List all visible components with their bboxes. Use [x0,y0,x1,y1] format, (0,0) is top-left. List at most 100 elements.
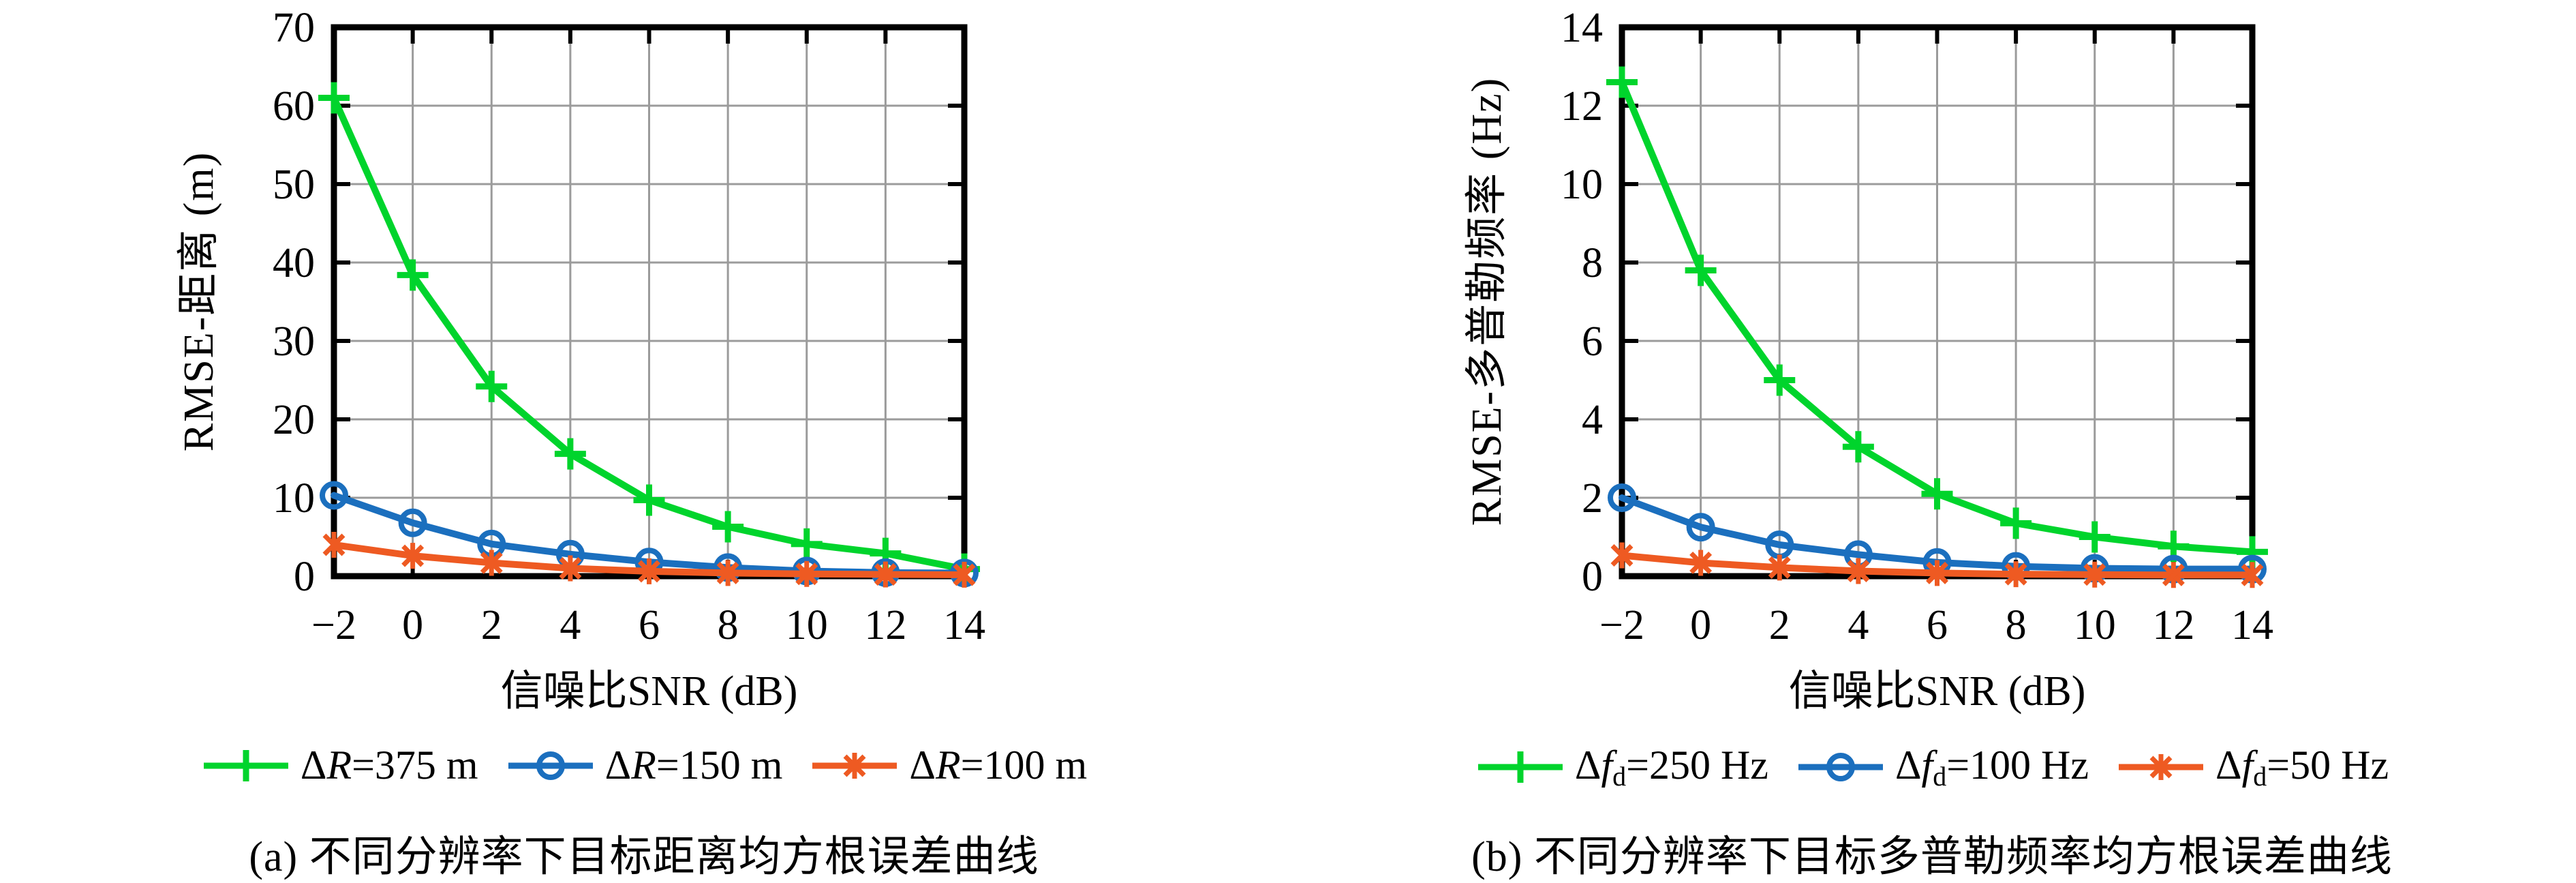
x-tick-label: 8 [2006,602,2027,648]
x-tick-label: 0 [402,602,423,648]
legend-a: ΔR=375 m ΔR=150 m ΔR=100 m [41,742,1247,789]
plus-marker [712,511,744,543]
circle-marker-shape [1826,753,1855,781]
y-tick-label: 14 [1561,5,1603,51]
legend-item: ΔR=375 m [201,742,478,789]
plus-marker [633,484,665,516]
gridlines [334,27,964,576]
asterisk-marker [1768,554,1791,581]
y-tick-label: 0 [1582,554,1603,600]
plus-marker [791,528,823,560]
series-asterisk [1610,542,2264,588]
y-axis-title-a: RMSE-距离 (m) [176,151,222,452]
y-tick-label: 2 [1582,475,1603,522]
asterisk-marker [795,560,818,587]
legend-label: ΔR=100 m [909,743,1088,788]
asterisk-marker [401,543,425,569]
x-tick-label: 2 [481,602,502,648]
plus-marker [230,749,262,781]
series-plus [1606,66,2268,568]
series-plus [318,82,980,585]
asterisk-marker [2149,754,2173,780]
circle-marker [1686,513,1715,542]
panel-b: −2 0 2 4 6 8 10 12 14 0 2 4 6 8 10 12 14 RMSE-多普勒频率 (Hz)… [1288,0,2576,881]
plus-marker [1842,431,1874,463]
line [322,533,346,556]
line [2004,563,2027,586]
line [953,563,976,586]
panel-a: −2 0 2 4 6 8 10 12 14 0 10 20 30 40 50 60 70 RMSE-距离 (m)… [0,0,1288,881]
x-axis-title-b: 信噪比SNR (dB) [1788,668,2086,715]
legend-label: Δfd=100 Hz [1895,743,2089,792]
asterisk-marker [843,752,866,779]
x-tick-label: 14 [943,602,985,648]
circle-marker [1826,753,1855,781]
line [843,754,866,777]
asterisk-marker [2083,561,2106,588]
circle-marker-shape [320,481,348,510]
y-tick-label: 40 [273,240,315,286]
x-tick-label: 12 [2152,602,2194,648]
x-tick-label: 8 [718,602,739,648]
caption-b: (b) 不同分辨率下目标多普勒频率均方根误差曲线 [1471,834,2393,880]
series-asterisk [322,532,976,588]
y-tick-label: 12 [1561,83,1603,130]
plus-marker [1685,254,1717,286]
x-tick-label: 4 [559,602,581,648]
line [1689,551,1713,574]
x-tick-label: 12 [864,602,906,648]
x-tick-label: −2 [311,602,356,648]
plus-marker [1921,478,1953,510]
legend-item: Δfd=100 Hz [1796,742,2089,792]
line [638,560,660,583]
plus-marker [1764,364,1796,396]
legend-item: ΔR=100 m [810,742,1087,789]
circle-marker [536,751,565,780]
asterisk-marker [1689,550,1713,576]
y-tick-label: 50 [273,162,315,208]
x-tick-label: 0 [1690,602,1711,648]
asterisk-marker [1610,542,1634,569]
plus-marker [476,370,508,402]
y-tick-label: 30 [273,318,315,365]
x-tick-label: 6 [1927,602,1948,648]
line [2149,755,2173,779]
legend-label: ΔR=375 m [300,743,478,788]
asterisk-marker [638,558,660,584]
y-tick-label: 6 [1582,318,1603,365]
circle-marker [320,481,348,510]
plus-marker [318,82,350,114]
legend-item: Δfd=50 Hz [2116,742,2389,792]
y-tick-label: 70 [273,5,315,51]
asterisk-marker [480,550,503,576]
legend-label: Δfd=50 Hz [2215,743,2389,792]
legend-swatch [2119,754,2204,780]
y-axis-title-b: RMSE-多普勒频率 (Hz) [1464,76,1510,526]
asterisk-marker [559,555,582,582]
line [1847,560,1870,582]
line [480,551,503,574]
legend-swatch [812,752,898,779]
caption-a: (a) 不同分辨率下目标距离均方根误差曲线 [249,834,1039,880]
x-axis-title-a: 信噪比SNR (dB) [500,668,798,715]
x-tick-label: 14 [2231,602,2273,648]
asterisk-marker [2241,562,2264,588]
x-tick-label: 6 [639,602,660,648]
line [401,544,425,567]
x-tick-label: 2 [1769,602,1790,648]
asterisk-marker [1926,560,1948,586]
y-tick-label: 0 [294,554,315,600]
legend-swatch [1477,751,1563,783]
plus-marker [397,259,429,291]
asterisk-marker [953,561,976,588]
x-tick-label: 4 [1847,602,1869,648]
line [2083,563,2106,586]
circle-marker [1608,483,1636,512]
y-tick-label: 8 [1582,240,1603,286]
line [1610,544,1634,567]
y-tick-label: 10 [273,475,315,522]
y-tick-label: 10 [1561,162,1603,208]
plus-marker [2000,507,2032,539]
